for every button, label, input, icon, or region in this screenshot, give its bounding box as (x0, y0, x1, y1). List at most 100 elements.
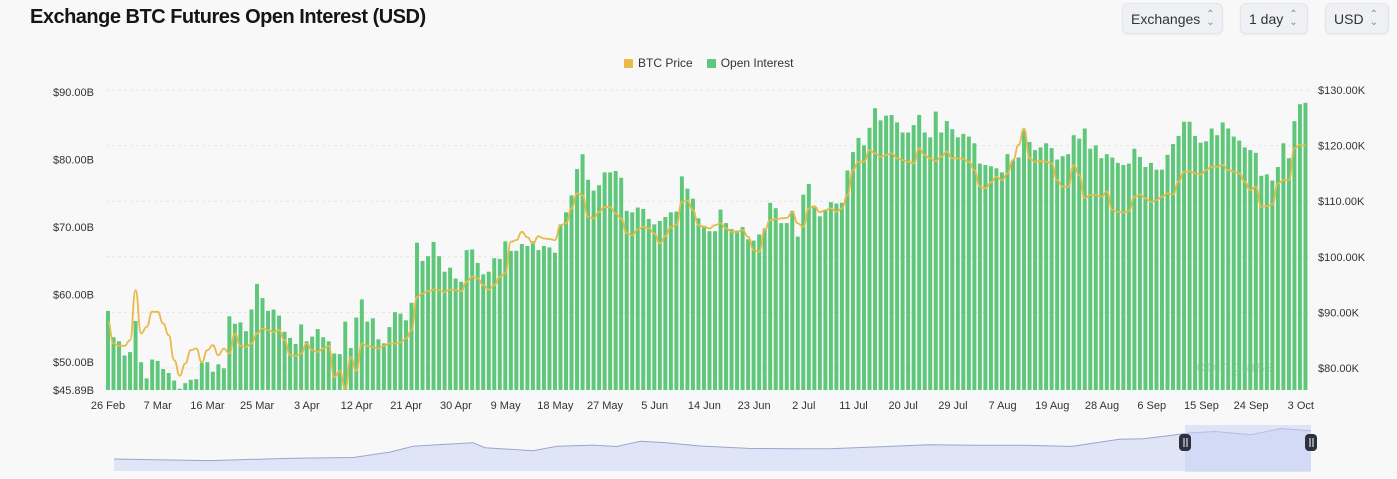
open-interest-bar[interactable] (1060, 156, 1065, 390)
open-interest-bar[interactable] (409, 302, 414, 390)
open-interest-bar[interactable] (801, 194, 806, 390)
open-interest-bar[interactable] (266, 310, 270, 390)
open-interest-bar[interactable] (541, 246, 546, 390)
open-interest-bar[interactable] (795, 236, 800, 390)
open-interest-bar[interactable] (828, 202, 833, 390)
open-interest-bar[interactable] (685, 188, 690, 390)
open-interest-bar[interactable] (183, 383, 188, 390)
open-interest-bar[interactable] (790, 210, 795, 390)
open-interest-bar[interactable] (514, 250, 519, 390)
open-interest-bar[interactable] (481, 274, 486, 390)
currency-select[interactable]: USD ⌃ ⌄ (1325, 3, 1389, 34)
open-interest-bar[interactable] (1093, 145, 1098, 390)
open-interest-bar[interactable] (486, 271, 491, 390)
open-interest-bar[interactable] (354, 317, 359, 390)
open-interest-bar[interactable] (359, 299, 364, 390)
open-interest-bar[interactable] (453, 278, 458, 391)
open-interest-bar[interactable] (906, 132, 911, 391)
open-interest-bar[interactable] (122, 355, 127, 391)
open-interest-bar[interactable] (337, 354, 342, 390)
open-interest-bar[interactable] (403, 320, 408, 390)
open-interest-bar[interactable] (1253, 152, 1258, 390)
open-interest-bar[interactable] (635, 207, 640, 391)
open-interest-bar[interactable] (955, 137, 960, 390)
open-interest-bar[interactable] (1049, 148, 1054, 390)
open-interest-bar[interactable] (503, 241, 508, 390)
legend-item-open-interest[interactable]: Open Interest (706, 56, 793, 70)
open-interest-bar[interactable] (1011, 160, 1015, 390)
open-interest-bar[interactable] (1088, 148, 1093, 390)
open-interest-bar[interactable] (1154, 169, 1159, 390)
open-interest-bar[interactable] (1115, 162, 1120, 390)
navigator-left-handle[interactable] (1179, 434, 1191, 451)
open-interest-bar[interactable] (1165, 154, 1170, 390)
open-interest-bar[interactable] (1248, 150, 1253, 390)
open-interest-bar[interactable] (602, 172, 607, 390)
open-interest-bar[interactable] (464, 250, 469, 390)
open-interest-bar[interactable] (619, 177, 624, 390)
open-interest-bar[interactable] (757, 234, 762, 391)
open-interest-bar[interactable] (293, 344, 298, 390)
open-interest-bar[interactable] (1005, 154, 1010, 390)
open-interest-bar[interactable] (624, 210, 629, 390)
open-interest-bar[interactable] (497, 258, 502, 390)
open-interest-bar[interactable] (1204, 141, 1209, 390)
open-interest-bar[interactable] (784, 223, 789, 390)
open-interest-bar[interactable] (1182, 121, 1187, 390)
open-interest-bar[interactable] (845, 170, 850, 390)
open-interest-bar[interactable] (762, 228, 767, 391)
open-interest-bar[interactable] (255, 283, 259, 390)
open-interest-bar[interactable] (961, 133, 966, 390)
open-interest-bar[interactable] (823, 210, 828, 390)
open-interest-bar[interactable] (735, 230, 740, 391)
open-interest-bar[interactable] (646, 219, 651, 390)
open-interest-bar[interactable] (1121, 165, 1126, 390)
open-interest-bar[interactable] (983, 165, 988, 390)
open-interest-bar[interactable] (994, 168, 999, 390)
open-interest-bar[interactable] (1270, 180, 1275, 391)
open-interest-bar[interactable] (817, 216, 822, 390)
open-interest-bar[interactable] (889, 115, 894, 390)
open-interest-bar[interactable] (282, 331, 287, 390)
open-interest-bar[interactable] (188, 379, 193, 390)
open-interest-bar[interactable] (591, 190, 596, 390)
open-interest-bar[interactable] (525, 246, 530, 390)
open-interest-bar[interactable] (740, 227, 745, 390)
open-interest-bar[interactable] (652, 224, 657, 390)
open-interest-bar[interactable] (519, 244, 524, 390)
open-interest-bar[interactable] (221, 368, 226, 390)
open-interest-bar[interactable] (900, 132, 905, 391)
interval-select[interactable]: 1 day ⌃ ⌄ (1240, 3, 1308, 34)
open-interest-bar[interactable] (177, 388, 182, 390)
open-interest-bar[interactable] (999, 172, 1004, 390)
open-interest-bar[interactable] (1264, 174, 1269, 390)
open-interest-bar[interactable] (1143, 167, 1148, 390)
open-interest-bar[interactable] (768, 202, 773, 390)
open-interest-bar[interactable] (1099, 158, 1104, 390)
open-interest-bar[interactable] (1259, 175, 1264, 390)
open-interest-bar[interactable] (1033, 150, 1038, 390)
open-interest-bar[interactable] (448, 267, 453, 390)
open-interest-bar[interactable] (117, 341, 122, 390)
open-interest-bar[interactable] (1176, 135, 1181, 390)
open-interest-bar[interactable] (381, 343, 386, 390)
open-interest-bar[interactable] (1137, 156, 1142, 390)
open-interest-bar[interactable] (530, 241, 535, 390)
open-interest-bar[interactable] (420, 260, 425, 390)
open-interest-bar[interactable] (613, 171, 618, 390)
open-interest-bar[interactable] (1082, 128, 1087, 391)
open-interest-bar[interactable] (806, 183, 811, 390)
open-interest-bar[interactable] (878, 120, 883, 391)
navigator-selection[interactable] (1185, 425, 1311, 472)
open-interest-bar[interactable] (988, 166, 993, 390)
open-interest-bar[interactable] (895, 122, 900, 391)
open-interest-bar[interactable] (657, 221, 662, 390)
open-interest-bar[interactable] (348, 348, 353, 390)
open-interest-bar[interactable] (111, 337, 116, 390)
open-interest-bar[interactable] (1187, 121, 1192, 390)
open-interest-bar[interactable] (365, 321, 370, 390)
open-interest-bar[interactable] (1077, 138, 1082, 390)
open-interest-bar[interactable] (641, 208, 646, 390)
open-interest-bar[interactable] (950, 129, 955, 390)
open-interest-bar[interactable] (575, 169, 580, 390)
